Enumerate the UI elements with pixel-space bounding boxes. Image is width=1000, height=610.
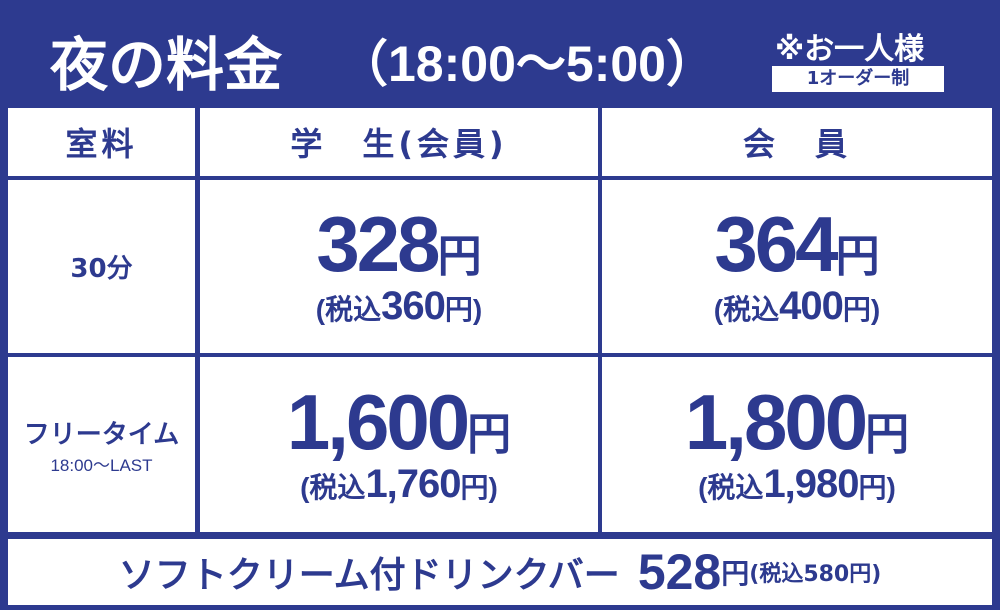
price-amount: 328 — [316, 200, 440, 288]
footer: ソフトクリーム付ドリンクバー 528 円 (税込580円) — [8, 539, 992, 605]
footer-tax: (税込580円) — [749, 562, 882, 587]
tax-line: (税込1,760円) — [300, 462, 498, 506]
row-label-text: 30分 — [70, 254, 133, 284]
price-cell: 364円 (税込400円) — [602, 180, 992, 353]
price-unit: 円 — [467, 409, 512, 460]
footer-item: ソフトクリーム付ドリンクバー — [118, 555, 620, 596]
note: ※お一人様 — [775, 32, 925, 67]
column-header-text: 会 員 — [742, 125, 851, 163]
column-header: 室料 — [8, 108, 195, 176]
column-header: 会 員 — [602, 108, 992, 176]
column-header: 学 生(会員) — [200, 108, 598, 176]
tax-line: (税込400円) — [714, 284, 880, 328]
price-amount: 364 — [714, 200, 838, 288]
tax-prefix: (税込 — [300, 472, 366, 503]
price-unit: 円 — [437, 231, 482, 282]
footer-unit: 円 — [721, 557, 750, 590]
price-cell: 1,600円 (税込1,760円) — [200, 357, 598, 532]
row-label: 30分 — [8, 180, 195, 353]
tax-prefix: (税込 — [315, 294, 382, 325]
tax-amount: 360 — [381, 284, 446, 328]
price-cell: 328円 (税込360円) — [200, 180, 598, 353]
tax-unit: 円) — [842, 294, 881, 325]
tax-unit: 円) — [858, 472, 896, 503]
price-line: 1,800円 — [685, 383, 909, 462]
row-label: フリータイム 18:00～LAST — [8, 357, 195, 532]
column-header-text: 学 生(会員) — [290, 125, 508, 163]
title: 夜の料金 — [50, 31, 283, 99]
price-amount: 1,600 — [286, 378, 470, 466]
tax-unit: 円) — [444, 294, 483, 325]
price-unit: 円 — [835, 231, 880, 282]
price-line: 1,600円 — [287, 383, 511, 462]
row-sublabel: 18:00～LAST — [50, 455, 153, 475]
price-unit: 円 — [865, 409, 910, 460]
price-line: 328円 — [316, 205, 481, 284]
badge: 1オーダー制 — [772, 66, 944, 92]
tax-amount: 1,980 — [763, 462, 859, 506]
tax-line: (税込1,980円) — [698, 462, 896, 506]
tax-unit: 円) — [460, 472, 498, 503]
price-line: 364円 — [714, 205, 879, 284]
tax-prefix: (税込 — [713, 294, 780, 325]
tax-amount: 1,760 — [365, 462, 461, 506]
price-cell: 1,800円 (税込1,980円) — [602, 357, 992, 532]
tax-line: (税込360円) — [316, 284, 482, 328]
price-amount: 1,800 — [684, 378, 868, 466]
tax-amount: 400 — [779, 284, 844, 328]
column-header-text: 室料 — [65, 125, 138, 163]
tax-prefix: (税込 — [698, 472, 764, 503]
row-label-text: フリータイム — [23, 419, 180, 450]
hours: （18:00～5:00） — [338, 36, 716, 92]
header: 夜の料金 （18:00～5:00） ※お一人様 1オーダー制 — [0, 0, 1000, 104]
footer-amount: 528 — [637, 544, 722, 600]
